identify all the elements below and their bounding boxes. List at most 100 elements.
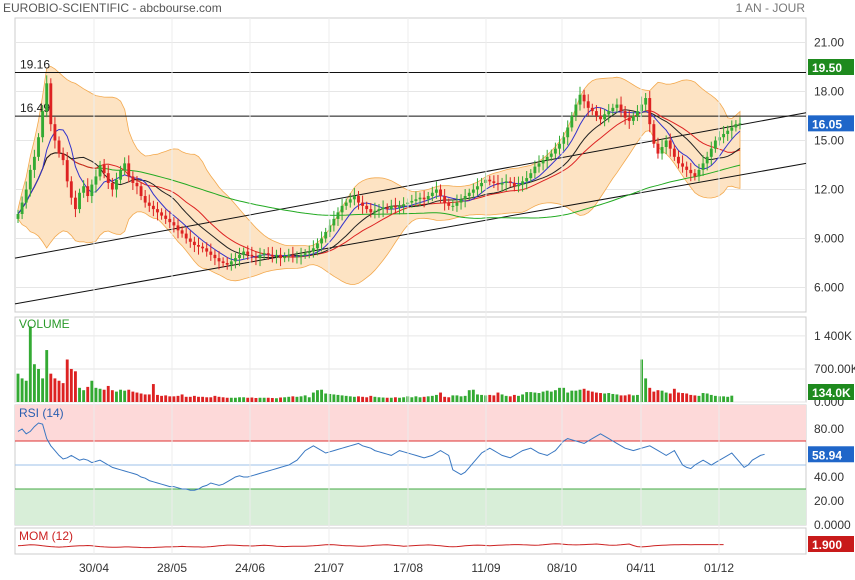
candle: [340, 198, 344, 221]
volume-bar: [611, 393, 615, 402]
volume-bar: [693, 395, 697, 402]
candle: [722, 125, 726, 144]
rsi-badge-box: [808, 446, 854, 463]
candle: [549, 149, 553, 161]
volume-bar: [127, 389, 131, 402]
volume-bar: [225, 397, 229, 402]
volume-bar: [414, 396, 418, 402]
candle: [586, 94, 590, 116]
candle: [681, 155, 685, 173]
volume-bar: [668, 393, 672, 402]
volume-bar: [78, 387, 81, 402]
candle: [184, 227, 188, 244]
candle: [164, 209, 168, 224]
volume-bar: [262, 397, 266, 402]
volume-bar: [275, 398, 278, 402]
volume-bar: [578, 389, 582, 402]
volume-bar: [467, 390, 471, 402]
volume-bar: [168, 396, 172, 402]
volume-bar: [644, 378, 648, 402]
volume-bar: [184, 396, 188, 402]
volume-bar: [266, 397, 270, 402]
candle: [361, 195, 365, 214]
chart-title: EUROBIO-SCIENTIFIC - abcbourse.com: [3, 1, 222, 15]
candle: [713, 136, 717, 153]
candle: [517, 176, 520, 193]
price-badge-box: [808, 59, 854, 75]
volume-bar: [106, 385, 110, 402]
volume-bar: [393, 397, 397, 402]
volume-bar: [365, 397, 369, 402]
volume-bar: [701, 393, 705, 402]
trend-line: [14, 162, 807, 305]
volume-bar: [660, 390, 664, 402]
volume-bar: [361, 396, 365, 402]
candle: [422, 190, 426, 208]
candle: [320, 231, 324, 252]
rsi-grid: [15, 440, 806, 490]
candle: [599, 107, 602, 126]
volume-bar: [229, 397, 233, 402]
candle: [496, 174, 500, 191]
candle: [697, 163, 701, 182]
volume-bar: [151, 384, 155, 402]
volume-bar: [299, 396, 303, 402]
candle: [402, 197, 406, 214]
volume-bar: [156, 394, 159, 402]
volume-bar: [722, 396, 726, 402]
volume-bar: [426, 396, 430, 402]
candle: [131, 171, 135, 190]
volume-bar: [574, 390, 578, 402]
candle: [254, 251, 258, 266]
volume-bar: [652, 391, 656, 402]
date-label: 30/04: [79, 561, 109, 575]
candle: [734, 120, 738, 132]
price-grid: [15, 42, 806, 288]
candle: [590, 103, 594, 116]
candle: [594, 105, 598, 122]
candle: [160, 208, 164, 220]
candle: [287, 248, 291, 262]
volume-bar: [24, 380, 28, 402]
candle: [209, 243, 213, 261]
date-axis: 30/04 28/05 24/06 21/07 17/08 11/09 08/10 04/11…: [79, 18, 734, 575]
volume-bar: [123, 390, 127, 402]
candle: [110, 177, 114, 197]
volume-bar: [283, 397, 287, 402]
volume-bar: [430, 395, 434, 402]
candle: [426, 191, 430, 204]
volume-bar: [410, 397, 414, 402]
volume-bar: [443, 396, 447, 402]
volume-bar: [188, 396, 192, 402]
candle: [238, 247, 241, 267]
volume-bar: [16, 373, 20, 402]
candle: [69, 176, 73, 205]
volume-bar: [205, 397, 209, 402]
trend-line: [14, 112, 807, 259]
volume-bar: [73, 371, 77, 402]
candle: [693, 169, 697, 181]
volume-bar: [139, 393, 143, 402]
volume-bar: [553, 390, 557, 402]
candle: [492, 175, 496, 189]
price-tick-label: 18.00: [814, 85, 844, 99]
volume-bar: [115, 391, 118, 402]
candle: [24, 181, 28, 209]
candle: [78, 188, 81, 214]
volume-bar: [713, 395, 717, 402]
volume-badge: 134.0K: [808, 384, 854, 400]
candle: [188, 230, 192, 248]
candle: [566, 120, 570, 146]
price-badge-label: 19.50: [812, 61, 842, 75]
volume-bar: [344, 395, 348, 402]
volume-bar: [160, 395, 164, 402]
volume-bar: [558, 387, 561, 402]
candle: [192, 236, 196, 253]
price-tick-label: 21.00: [814, 36, 844, 50]
volume-bar: [291, 396, 295, 402]
volume-bar: [566, 392, 570, 402]
volume-badge-box: [808, 384, 854, 400]
rsi-badge: 58.94: [808, 446, 854, 463]
candle: [201, 242, 205, 253]
